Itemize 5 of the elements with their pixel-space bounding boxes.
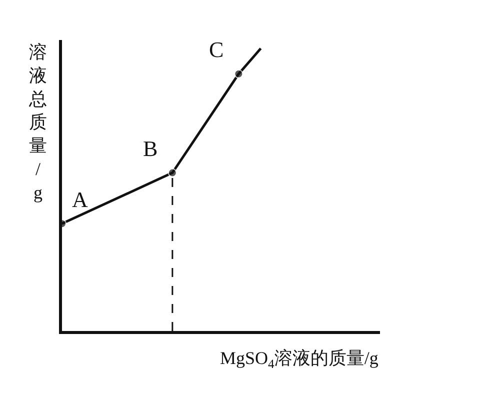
annotation: B [143, 136, 158, 161]
x-axis-title: MgSO$_{4}$溶液的质量/g [220, 348, 378, 371]
annotation: C [209, 37, 224, 62]
annotation: A [72, 187, 88, 212]
y-axis-title: 溶液总质量/g [28, 42, 47, 202]
